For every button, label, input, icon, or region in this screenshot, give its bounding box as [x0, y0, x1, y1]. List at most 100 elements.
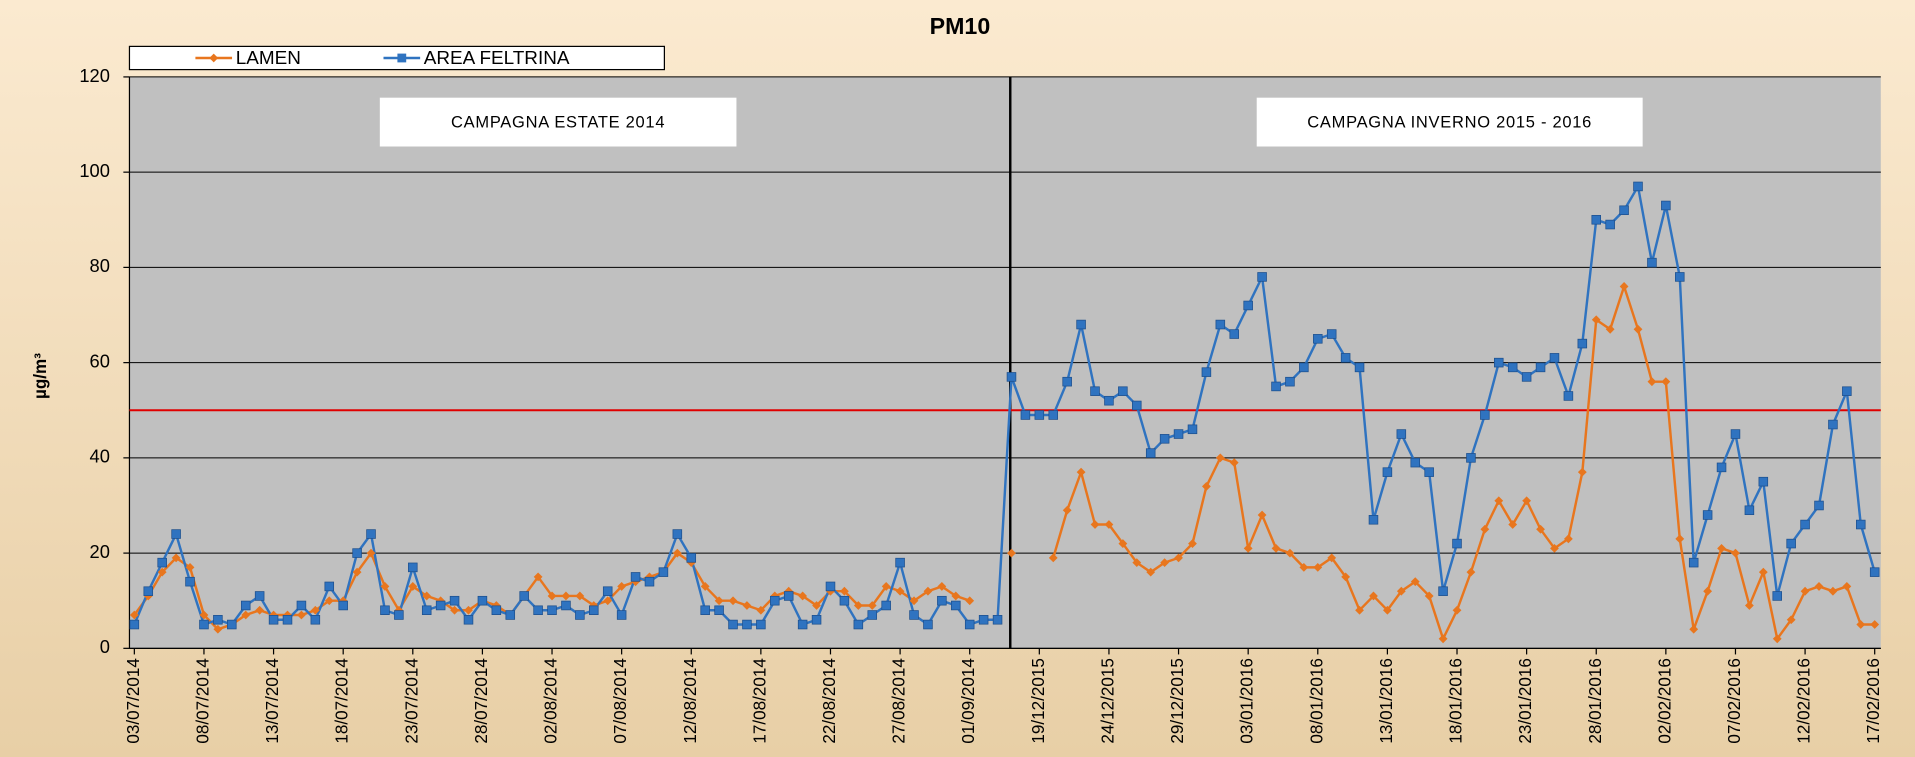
legend-label: AREA FELTRINA — [424, 48, 570, 69]
data-point — [1383, 605, 1392, 615]
data-point — [602, 586, 613, 596]
data-point — [1132, 558, 1142, 568]
data-point — [408, 582, 418, 591]
x-tick-label: 13/01/2016 — [1377, 658, 1396, 743]
data-point — [310, 615, 321, 625]
data-point — [1076, 467, 1086, 477]
data-point — [1285, 548, 1295, 558]
data-point — [1062, 505, 1072, 515]
data-point — [157, 557, 167, 568]
data-point — [825, 581, 836, 592]
data-point — [1647, 377, 1657, 387]
data-point — [1675, 272, 1685, 282]
data-point — [853, 619, 864, 630]
data-point — [1870, 620, 1880, 629]
data-point — [1187, 424, 1198, 435]
data-point — [1647, 257, 1657, 268]
data-point — [561, 591, 571, 601]
data-point — [1507, 362, 1518, 373]
x-tick-label: 19/12/2015 — [1029, 658, 1048, 743]
data-point — [575, 591, 585, 601]
data-point — [1410, 577, 1420, 587]
y-tick-label: 80 — [90, 255, 110, 276]
data-point — [1842, 582, 1852, 591]
data-point — [1174, 553, 1183, 563]
data-point — [171, 553, 181, 563]
data-point — [1619, 205, 1629, 216]
data-point — [366, 529, 376, 539]
data-point — [1159, 434, 1170, 444]
data-point — [1243, 543, 1253, 553]
data-point — [742, 601, 752, 610]
data-point — [547, 605, 557, 616]
data-point — [840, 586, 849, 596]
x-tick-label: 12/02/2016 — [1795, 658, 1814, 743]
data-point — [241, 610, 251, 620]
data-point — [909, 610, 919, 620]
data-point — [1215, 319, 1226, 330]
data-point — [435, 600, 446, 611]
data-point — [1285, 376, 1295, 387]
data-point — [255, 605, 265, 615]
data-point — [268, 615, 279, 625]
data-point — [1549, 353, 1560, 363]
data-point — [477, 595, 488, 606]
data-point — [1243, 300, 1253, 311]
x-tick-label: 17/08/2014 — [750, 658, 769, 743]
data-point — [1452, 538, 1462, 549]
data-point — [1550, 543, 1559, 553]
data-point — [756, 619, 766, 630]
data-point — [1689, 624, 1699, 634]
x-tick-label: 23/01/2016 — [1516, 658, 1535, 743]
data-point — [1146, 567, 1156, 577]
x-tick-label: 29/12/2015 — [1168, 658, 1187, 743]
data-point — [1229, 329, 1240, 339]
data-point — [1048, 553, 1058, 563]
data-point — [1828, 586, 1838, 596]
data-point — [1438, 634, 1448, 644]
x-tick-label: 17/02/2016 — [1864, 658, 1883, 743]
data-point — [1396, 586, 1406, 596]
data-point — [449, 595, 460, 606]
data-point — [1563, 534, 1573, 544]
chart-title: PM10 — [930, 13, 991, 39]
data-point — [951, 591, 961, 601]
x-tick-label: 23/07/2014 — [402, 658, 421, 743]
data-point — [505, 610, 516, 620]
data-point — [1118, 539, 1128, 548]
data-point — [282, 615, 293, 625]
data-point — [1090, 520, 1100, 529]
data-point — [1480, 410, 1490, 420]
data-point — [1424, 591, 1434, 601]
data-point — [1758, 567, 1768, 577]
data-point — [1661, 377, 1671, 387]
data-point — [1577, 467, 1587, 477]
data-point — [1341, 572, 1351, 582]
x-tick-label: 02/02/2016 — [1655, 658, 1674, 743]
data-point — [1215, 453, 1225, 463]
data-point — [1758, 476, 1769, 487]
data-point — [978, 615, 989, 625]
data-point — [728, 596, 738, 606]
annotation-box — [1256, 97, 1643, 147]
data-point — [1814, 582, 1824, 591]
series-line — [133, 182, 1876, 627]
legend-marker — [209, 53, 219, 63]
data-point — [1856, 519, 1866, 530]
data-point — [1800, 519, 1810, 530]
data-point — [1271, 381, 1281, 392]
data-point — [1605, 219, 1615, 230]
data-point — [867, 610, 878, 620]
data-point — [616, 610, 627, 620]
y-tick-label: 0 — [100, 636, 110, 657]
data-point — [1466, 567, 1476, 577]
data-point — [1188, 539, 1197, 548]
data-point — [213, 624, 223, 634]
data-point — [1536, 524, 1545, 534]
x-tick-label: 22/08/2014 — [820, 658, 839, 743]
data-point — [937, 595, 947, 606]
data-point — [421, 605, 432, 616]
data-point — [1257, 510, 1267, 520]
x-tick-label: 07/02/2016 — [1725, 658, 1744, 743]
